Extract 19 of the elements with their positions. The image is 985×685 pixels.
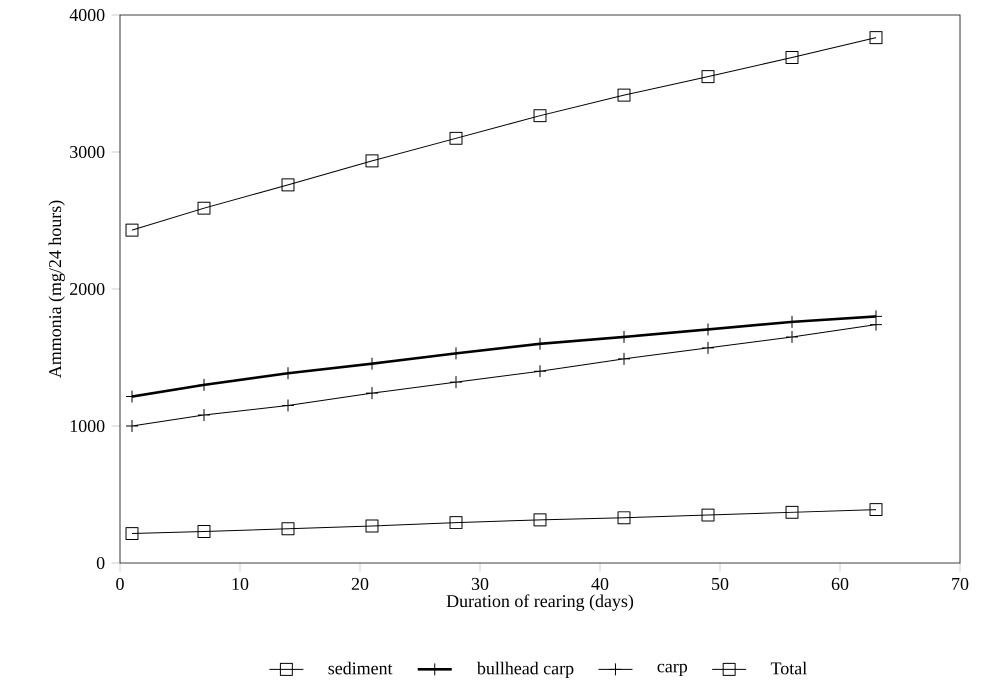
x-axis-title: Duration of rearing (days) [446, 594, 634, 611]
legend-label: sediment [328, 662, 392, 674]
x-tick-label: 20 [352, 578, 368, 590]
y-axis-title: Ammonia (mg/24 hours) [48, 200, 65, 378]
legend-label: carp [658, 664, 688, 676]
y-tick-label: 3000 [70, 146, 104, 158]
legend-label: Total [770, 662, 807, 674]
y-tick-label: 1000 [70, 420, 104, 432]
x-tick-label: 0 [116, 578, 124, 590]
y-tick-label: 0 [96, 556, 104, 570]
legend-label: bullhead carp [476, 662, 574, 678]
x-tick-label: 50 [712, 578, 728, 590]
x-tick-label: 10 [232, 578, 248, 590]
x-tick-label: 70 [952, 578, 968, 590]
x-tick-label: 60 [832, 578, 848, 590]
x-tick-label: 30 [472, 578, 488, 590]
x-tick-label: 40 [591, 578, 608, 590]
y-tick-label: 4000 [70, 8, 104, 22]
y-tick-label: 2000 [70, 282, 104, 296]
